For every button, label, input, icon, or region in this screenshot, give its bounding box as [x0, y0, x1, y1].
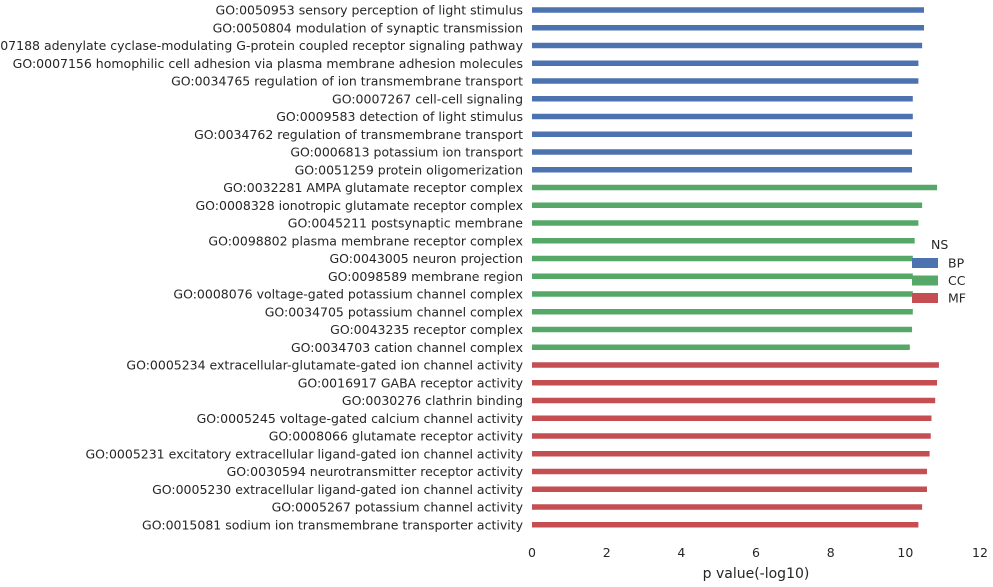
- category-label: GO:0045211 postsynaptic membrane: [288, 216, 524, 231]
- bar-mf-26: [532, 451, 930, 457]
- bar-bp-4: [532, 60, 919, 66]
- bar-bp-6: [532, 96, 913, 102]
- legend-swatch-cc: [912, 275, 938, 286]
- bar-bp-7: [532, 113, 913, 120]
- bar-mf-22: [532, 380, 938, 386]
- category-label: GO:0030594 neurotransmitter receptor act…: [227, 464, 524, 479]
- bar-mf-24: [532, 415, 932, 421]
- category-label: GO:0030276 clathrin binding: [342, 393, 523, 408]
- category-label: GO:0005231 excitatory extracellular liga…: [85, 446, 523, 461]
- bar-cc-18: [532, 309, 913, 315]
- bar-cc-17: [532, 291, 913, 297]
- category-label: GO:0005267 potassium channel activity: [272, 500, 524, 515]
- x-tick-label: 12: [972, 545, 988, 560]
- bar-mf-27: [532, 468, 927, 475]
- category-label: GO:0098589 membrane region: [328, 269, 523, 284]
- x-tick-label: 4: [677, 545, 685, 560]
- legend-label-mf: MF: [948, 291, 966, 306]
- category-label: GO:0005245 voltage-gated calcium channel…: [197, 411, 524, 426]
- legend-label-cc: CC: [948, 273, 966, 288]
- x-tick-label: 8: [827, 545, 835, 560]
- x-tick-label: 2: [603, 545, 611, 560]
- category-label: GO:0016917 GABA receptor activity: [298, 375, 524, 390]
- bar-bp-8: [532, 131, 913, 137]
- category-label: GO:0005234 extracellular-glutamate-gated…: [126, 358, 523, 373]
- category-label: GO:0008076 voltage-gated potassium chann…: [173, 287, 523, 302]
- bar-cc-13: [532, 220, 919, 226]
- category-label: GO:0098802 plasma membrane receptor comp…: [208, 233, 523, 248]
- bar-mf-28: [532, 486, 927, 492]
- bar-bp-3: [532, 42, 923, 49]
- bar-mf-23: [532, 397, 936, 404]
- category-label: GO:0043235 receptor complex: [330, 322, 523, 337]
- category-label: GO:0034705 potassium channel complex: [265, 304, 523, 319]
- bar-bp-10: [532, 167, 913, 173]
- bar-cc-19: [532, 326, 913, 333]
- x-axis-title: p value(-log10): [703, 566, 810, 582]
- legend-swatch-mf: [912, 293, 938, 303]
- legend-entries: BP CC MF: [912, 256, 966, 306]
- category-label: GO:0015081 sodium ion transmembrane tran…: [142, 517, 524, 532]
- category-label: GO:0034703 cation channel complex: [291, 340, 523, 355]
- bar-cc-20: [532, 344, 910, 350]
- x-axis-ticks: 0 2 4 6 8 10 12: [528, 545, 988, 560]
- bar-bp-9: [532, 149, 913, 155]
- category-label: GO:0034765 regulation of ion transmembra…: [171, 74, 523, 89]
- bar-cc-14: [532, 238, 915, 244]
- bar-cc-11: [532, 184, 938, 191]
- bar-bp-1: [532, 7, 924, 13]
- category-label: GO:0050953 sensory perception of light s…: [216, 3, 523, 18]
- bar-cc-15: [532, 255, 913, 262]
- legend-swatch-bp: [912, 258, 938, 268]
- x-tick-label: 6: [752, 545, 760, 560]
- category-label: GO:0006813 potassium ion transport: [290, 145, 523, 160]
- category-label: GO:0008328 ionotropic glutamate receptor…: [196, 198, 524, 213]
- category-label: GO:0034762 regulation of transmembrane t…: [194, 127, 523, 142]
- legend: NS BP CC MF: [912, 237, 966, 306]
- category-label: GO:0009583 detection of light stimulus: [276, 109, 523, 124]
- category-label: GO:0032281 AMPA glutamate receptor compl…: [223, 180, 523, 195]
- bar-mf-30: [532, 522, 919, 528]
- bar-cc-16: [532, 273, 913, 279]
- category-label: GO:0050804 modulation of synaptic transm…: [213, 20, 523, 35]
- category-label: GO:0051259 protein oligomerization: [295, 162, 523, 177]
- x-tick-label: 0: [528, 545, 536, 560]
- bar-mf-29: [532, 504, 923, 510]
- bar-cc-12: [532, 202, 923, 208]
- legend-label-bp: BP: [948, 256, 965, 271]
- category-label: GO:0007156 homophilic cell adhesion via …: [13, 56, 523, 71]
- bars-group: [532, 7, 939, 528]
- category-label: GO:0007267 cell-cell signaling: [332, 91, 523, 106]
- x-tick-label: 10: [897, 545, 913, 560]
- category-label: GO:0043005 neuron projection: [329, 251, 523, 266]
- bar-mf-21: [532, 362, 939, 368]
- category-label: GO:0007188 adenylate cyclase-modulating …: [0, 38, 524, 53]
- bar-bp-5: [532, 78, 919, 84]
- bar-bp-2: [532, 25, 924, 31]
- legend-title: NS: [931, 237, 948, 252]
- bar-mf-25: [532, 433, 931, 439]
- category-labels: GO:0050953 sensory perception of light s…: [0, 3, 524, 533]
- category-label: GO:0005230 extracellular ligand-gated io…: [152, 482, 524, 497]
- category-label: GO:0008066 glutamate receptor activity: [269, 429, 524, 444]
